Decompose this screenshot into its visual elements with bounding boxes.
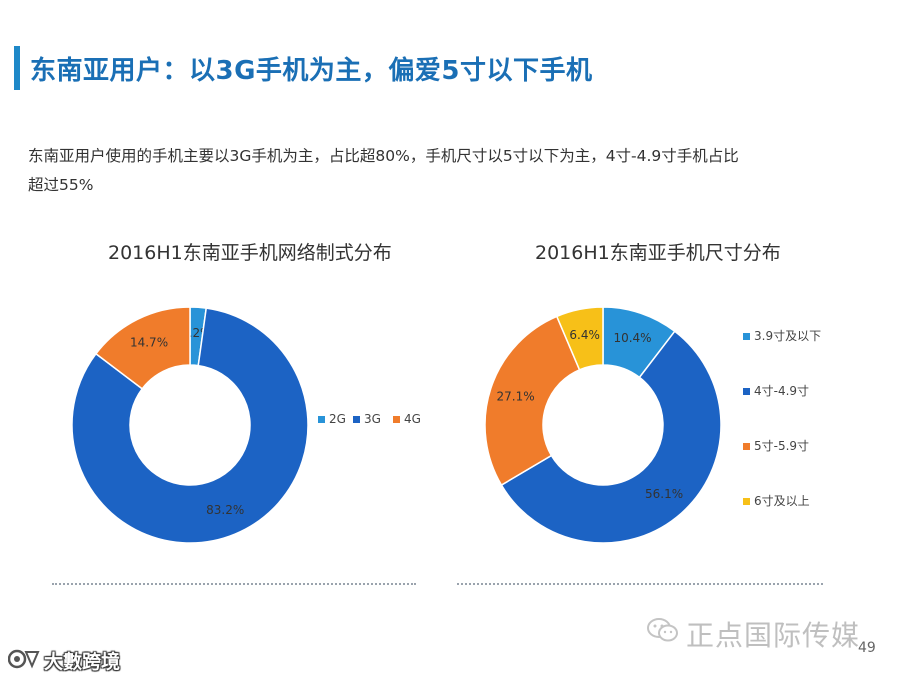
donut2-slice-1 [500,330,722,544]
page-title: 东南亚用户：以3G手机为主，偏爱5寸以下手机 [30,56,593,86]
page-description: 东南亚用户使用的手机主要以3G手机为主，占比超80%，手机尺寸以5寸以下为主，4… [28,147,739,194]
chart-title-network: 2016H1东南亚手机网络制式分布 [108,242,392,264]
brand-mark-text: 大數跨境 [44,651,121,673]
donut2-legend-label-2: 5寸-5.9寸 [754,439,809,453]
donut1-legend-label-1: 3G [364,412,381,426]
donut2-legend-label-3: 6寸及以上 [754,494,810,508]
donut2-slice-2 [484,315,581,487]
donut1-slice-1 [71,307,309,544]
donut2-legend-swatch-1 [743,388,750,395]
divider-right [457,583,823,585]
watermark-text: 正点国际传媒 [686,619,861,652]
donut2-slice-3 [555,306,604,371]
donut1-legend-swatch-1 [353,416,360,423]
donut1-legend-swatch-2 [393,416,400,423]
donut1-slice-2 [94,306,191,390]
brand-logo-icon [8,649,40,669]
donut2-legend-swatch-0 [743,333,750,340]
donut1-data-label-2: 14.7% [130,336,168,350]
donut2-data-label-2: 27.1% [497,389,535,403]
donut2-data-label-0: 10.4% [613,331,651,345]
chart-title-size: 2016H1东南亚手机尺寸分布 [535,242,781,264]
donut2-data-label-1: 56.1% [645,487,683,501]
page-number: 49 [858,640,876,656]
divider-left [52,583,416,585]
donut2-legend-swatch-3 [743,498,750,505]
donut2-data-label-3: 6.4% [569,328,600,342]
donut1-data-label-1: 83.2% [206,503,244,517]
donut2-legend-swatch-2 [743,443,750,450]
network-donut-chart: 2.2%83.2%14.7%2G 3G 4G [71,306,421,544]
donut1-legend-label-0: 2G [329,412,346,426]
donut2-legend-label-0: 3.9寸及以下 [754,329,821,343]
wechat-icon [647,618,678,642]
donut1-legend-label-2: 4G [404,412,421,426]
donut2-legend-label-1: 4寸-4.9寸 [754,384,809,398]
title-accent-bar [14,46,20,90]
size-donut-chart: 10.4% 56.1% 27.1% 6.4% 3.9寸及以下 4寸-4.9寸 5寸-5.9寸… [484,306,821,544]
donut1-legend-swatch-0 [318,416,325,423]
